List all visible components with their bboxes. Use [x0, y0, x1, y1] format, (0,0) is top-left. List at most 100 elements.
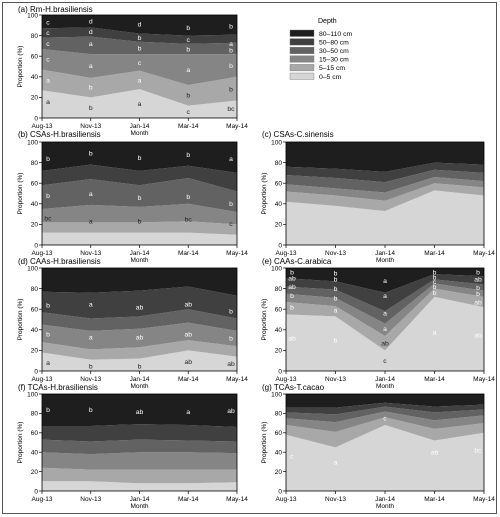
significance-letter: b — [138, 35, 142, 42]
significance-letter: ab — [136, 305, 144, 312]
area-layer — [286, 183, 484, 212]
significance-letter: c — [187, 37, 191, 44]
significance-letter: b — [229, 63, 233, 70]
significance-letter: a — [89, 191, 93, 198]
significance-letter: b — [334, 338, 338, 345]
y-axis-label: Proportion (%) — [261, 422, 268, 464]
legend-label: 15–30 cm — [319, 57, 349, 64]
y-axis-label: Proportion (%) — [17, 46, 24, 88]
area-layer — [286, 296, 484, 371]
x-axis-label: Month — [376, 503, 394, 510]
x-tick-label: Jan-14 — [130, 376, 150, 383]
significance-letter: b — [433, 270, 437, 277]
area-layer — [42, 268, 237, 296]
area-layer — [42, 340, 237, 360]
significance-letter: ab — [136, 334, 144, 341]
significance-letter: a — [229, 156, 233, 163]
significance-letter: b — [334, 277, 338, 284]
area-layer — [42, 232, 237, 245]
area-layer — [42, 394, 237, 427]
significance-letter: a — [186, 67, 190, 74]
y-tick-label: 80 — [31, 160, 39, 167]
significance-letter: b — [476, 291, 480, 298]
x-tick-label: Aug-13 — [276, 496, 297, 503]
area-layer — [286, 190, 484, 245]
significance-letter: b — [186, 25, 190, 32]
panel-title: (f) TCAs-H.brasiliensis — [18, 383, 98, 392]
panel-title: (b) CSAs-H.brasiliensis — [18, 130, 101, 139]
area-layer — [286, 283, 484, 336]
significance-letter: b — [229, 335, 233, 342]
y-tick-label: 0 — [278, 242, 282, 249]
area-layer — [286, 279, 484, 324]
significance-letter: b — [138, 219, 142, 226]
y-tick-label: 20 — [31, 95, 39, 102]
significance-letter: b — [46, 193, 50, 200]
significance-letter: c — [187, 109, 191, 116]
significance-letter: ab — [184, 331, 192, 338]
x-tick-label: Nov-13 — [80, 376, 101, 383]
significance-letter: b — [229, 87, 233, 94]
legend-label: 50–80 cm — [319, 39, 349, 46]
area-layer — [42, 322, 237, 350]
y-tick-label: 80 — [31, 33, 39, 40]
significance-letter: b — [229, 309, 233, 316]
significance-letter: ab — [227, 408, 235, 415]
x-tick-label: May-14 — [226, 376, 248, 383]
significance-letter: a — [89, 334, 93, 341]
area-layer — [42, 467, 237, 484]
area-layer — [42, 164, 237, 192]
y-tick-label: 60 — [31, 430, 39, 437]
area-layer — [42, 203, 237, 225]
significance-letter: b — [433, 290, 437, 297]
y-tick-label: 60 — [31, 181, 39, 188]
y-axis-label: Proportion (%) — [17, 422, 24, 464]
x-tick-label: Mar-14 — [424, 376, 445, 383]
area-layer — [286, 142, 484, 172]
y-tick-label: 80 — [275, 160, 283, 167]
y-tick-label: 80 — [31, 286, 39, 293]
significance-letter: a — [89, 63, 93, 70]
x-tick-label: Jan-14 — [375, 496, 395, 503]
significance-letter: b — [476, 270, 480, 277]
y-tick-label: 20 — [275, 469, 283, 476]
legend-swatch — [289, 38, 315, 46]
x-tick-label: May-14 — [473, 376, 495, 383]
significance-letter: b — [46, 156, 50, 163]
area-layer — [286, 177, 484, 201]
y-tick-label: 40 — [275, 450, 283, 457]
panel-title: (a) Rm-H.brasiliensis — [18, 5, 93, 14]
significance-letter: b — [229, 47, 233, 54]
significance-letter: b — [186, 46, 190, 53]
significance-letter: a — [383, 293, 387, 300]
area-layer — [42, 309, 237, 331]
significance-letter: c — [383, 416, 387, 423]
x-axis-label: Month — [130, 257, 148, 264]
significance-letter: b — [89, 105, 93, 112]
x-tick-label: Jan-14 — [130, 496, 150, 503]
significance-letter: a — [186, 409, 190, 416]
y-tick-label: 60 — [275, 307, 283, 314]
area-layer — [286, 288, 484, 351]
x-tick-label: Jan-14 — [375, 250, 395, 257]
legend-swatch — [289, 47, 315, 54]
panel-a: (a) Rm-H.brasiliensis 0 20 40 60 80 100 Aug-13… — [17, 5, 248, 137]
panel-title: (e) CAAs-C.arabica — [262, 257, 332, 266]
area-layer — [286, 425, 484, 491]
area-layer — [42, 481, 237, 491]
significance-letter: ab — [474, 332, 482, 339]
significance-letter: b — [46, 302, 50, 309]
significance-letter: bc — [185, 217, 193, 224]
y-tick-label: 40 — [31, 74, 39, 81]
significance-letter: d — [89, 29, 93, 36]
area-layer — [286, 417, 484, 448]
x-tick-label: Nov-13 — [80, 496, 101, 503]
significance-letter: ab — [136, 409, 144, 416]
area-layer — [42, 142, 237, 173]
significance-letter: c — [290, 453, 294, 460]
y-tick-label: 0 — [278, 488, 282, 495]
x-tick-label: Nov-13 — [80, 123, 101, 130]
significance-letter: c — [229, 221, 233, 228]
panel-title: (c) CSAs-C.sinensis — [262, 130, 334, 139]
